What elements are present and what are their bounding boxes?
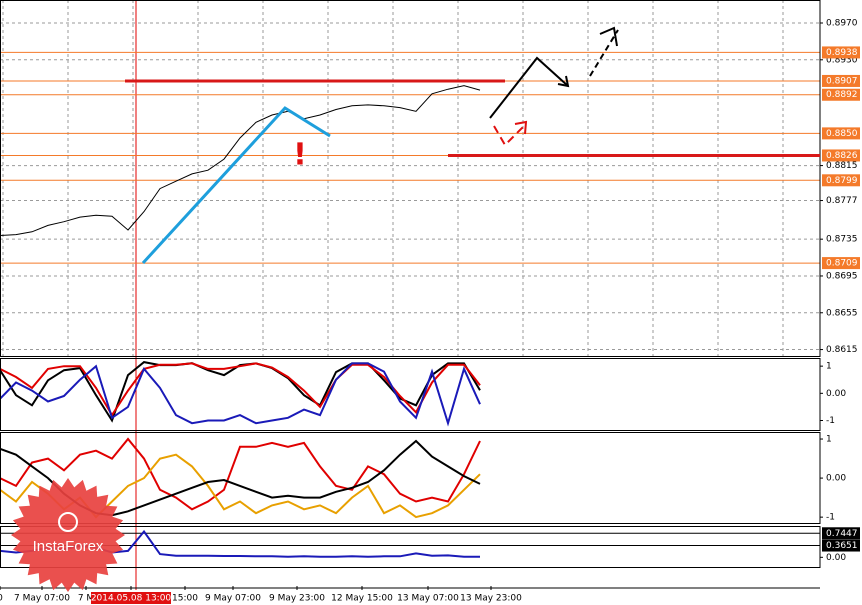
x-tick-label: 7 M <box>78 594 94 604</box>
x-tick-label: 7 May 07:00 <box>14 594 70 604</box>
y-tick-label: 0.8815 <box>826 161 858 171</box>
level-label: 0.7447 <box>826 529 858 539</box>
y-tick-label: 0.00 <box>826 389 846 399</box>
x-label-highlight <box>91 592 171 604</box>
y-tick-label: 0.8695 <box>826 271 858 281</box>
series-line <box>0 361 481 423</box>
series-line <box>0 85 481 236</box>
series-line <box>0 362 481 417</box>
forecast-dash <box>589 29 619 77</box>
level-label: 0.8826 <box>826 151 858 161</box>
y-tick-label: 1 <box>826 362 832 372</box>
x-tick-label: 2014.05.08 13:00 <box>91 594 172 604</box>
level-label: 0.8938 <box>826 48 858 58</box>
y-tick-label: -1 <box>826 513 835 523</box>
forecast-head <box>557 75 570 88</box>
level-label-box <box>822 127 860 140</box>
y-tick-label: 0.8777 <box>826 196 858 206</box>
series-line <box>0 362 481 427</box>
y-tick-label: 0.8655 <box>826 308 858 318</box>
pane-frame <box>0 526 821 568</box>
pane-frame <box>0 358 821 431</box>
logo-text: InstaForex <box>33 538 104 555</box>
level-label: 0.3651 <box>826 541 858 551</box>
x-tick-label: 15:00 <box>172 594 198 604</box>
level-label: 0.8799 <box>826 176 858 186</box>
annotation: ! <box>293 138 307 173</box>
level-label: 0.8850 <box>826 129 858 139</box>
level-label-box <box>822 257 860 270</box>
x-tick-label: 13 May 23:00 <box>460 594 522 604</box>
y-tick-label: -1 <box>826 416 835 426</box>
logo-icon <box>58 512 78 532</box>
y-tick-label: 0.8615 <box>826 345 858 355</box>
y-tick-label: 0.8735 <box>826 235 858 245</box>
level-label-box <box>822 539 860 552</box>
level-label-box <box>822 46 860 59</box>
alt-path <box>493 123 527 147</box>
y-tick-label: 0.00 <box>826 474 846 484</box>
x-tick-label: 9 May 23:00 <box>269 594 325 604</box>
y-tick-label: 0.8930 <box>826 55 858 65</box>
forecast-head2 <box>599 26 618 47</box>
level-label-box <box>822 88 860 101</box>
y-tick-label: 0.00 <box>826 553 846 563</box>
pane-frame <box>0 432 821 524</box>
x-tick-label: 12 May 15:00 <box>331 594 393 604</box>
logo-badge <box>11 478 125 592</box>
level-label: 0.8907 <box>826 76 858 86</box>
pane-frame <box>0 0 821 357</box>
series-line <box>0 437 481 511</box>
y-tick-label: 0.8970 <box>826 18 858 28</box>
alt-head <box>514 120 528 135</box>
level-label-box <box>822 149 860 162</box>
x-tick-label: 0 <box>0 594 3 604</box>
level-label: 0.8892 <box>826 90 858 100</box>
level-label-box <box>822 527 860 540</box>
forecast-path <box>489 56 569 119</box>
trend-line <box>141 106 331 265</box>
x-tick-label: 13 May 07:00 <box>397 594 459 604</box>
level-label: 0.8709 <box>826 259 858 269</box>
level-label-box <box>822 174 860 187</box>
x-tick-label: 9 May 07:00 <box>205 594 261 604</box>
level-label-box <box>822 74 860 87</box>
y-tick-label: 1 <box>826 435 832 445</box>
